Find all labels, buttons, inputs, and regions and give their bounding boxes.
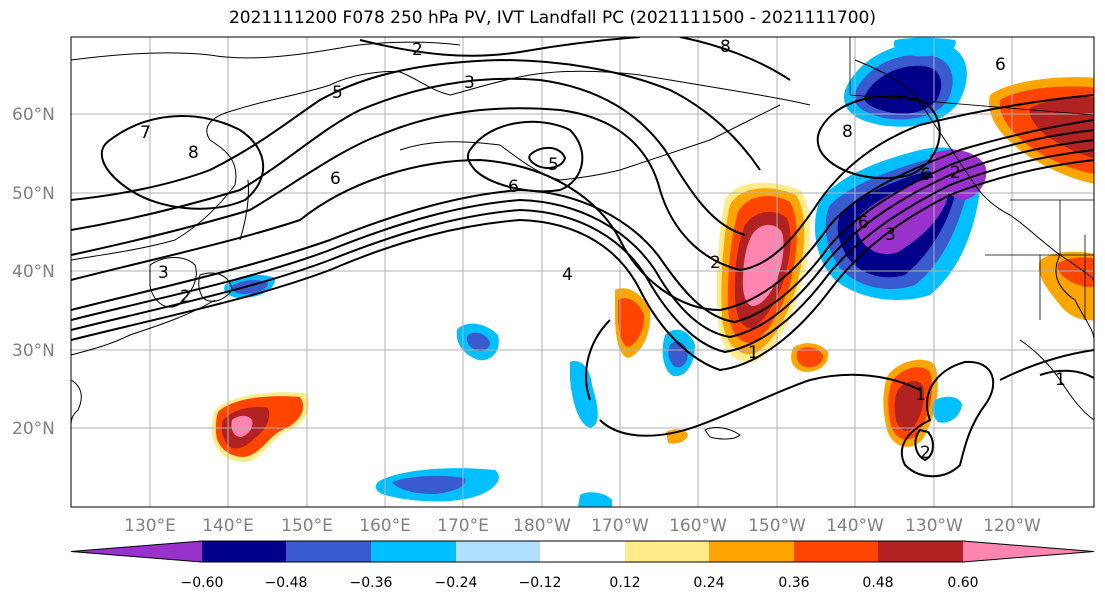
contour-label: 4 — [562, 265, 573, 285]
contour-label: 6 — [995, 55, 1006, 75]
political-borders — [849, 37, 1094, 320]
contour-labels: 2 5 3 7 8 8 6 5 6 4 3 2 8 6 3 6 1 2 1 1 … — [140, 37, 1066, 463]
lon-tick-label: 120°W — [983, 516, 1041, 536]
lon-tick-label: 140°E — [202, 516, 254, 536]
contour-label: 5 — [332, 83, 343, 103]
contour-label: 2 — [710, 253, 721, 273]
colorbar-segment — [286, 541, 371, 562]
map-title: 2021111200 F078 250 hPa PV, IVT Landfall… — [228, 8, 876, 28]
contour-label: 6 — [330, 169, 341, 189]
colorbar-tick-label: 0.24 — [693, 575, 724, 591]
map-frame — [70, 36, 1095, 508]
colorbar-tick-label: −0.48 — [265, 575, 308, 591]
colorbar-tick-label: 0.48 — [862, 575, 893, 591]
contour-label: 6 — [920, 165, 931, 185]
contour-label: 1 — [1055, 370, 1066, 390]
pv-contours — [71, 37, 1094, 478]
colorbar-outline — [70, 540, 1095, 563]
colorbar-segment — [794, 541, 878, 562]
colorbar-tick-label: 0.12 — [609, 575, 640, 591]
colorbar-segment — [963, 541, 1094, 562]
lon-tick-label: 160°W — [669, 516, 727, 536]
colorbar-tick-label: 0.36 — [778, 575, 809, 591]
colorbar-segment — [878, 541, 963, 562]
colorbar — [70, 540, 1095, 563]
contour-label: 2 — [412, 40, 423, 60]
contour-label: 2 — [920, 443, 931, 463]
lat-tick-label: 40°N — [12, 262, 55, 282]
lat-tick-label: 50°N — [12, 184, 55, 204]
contour-label: 8 — [842, 122, 853, 142]
lon-tick-label: 130°E — [124, 516, 176, 536]
contour-label: 6 — [858, 213, 869, 233]
colorbar-tick-labels: −0.60 −0.48 −0.36 −0.24 −0.12 0.12 0.24 … — [181, 575, 979, 591]
contour-label: 8 — [720, 37, 731, 57]
ivt-anomaly-shading — [212, 37, 1094, 507]
colorbar-tick-label: −0.36 — [350, 575, 393, 591]
contour-label: 3 — [885, 225, 896, 245]
lon-tick-label: 130°W — [905, 516, 963, 536]
colorbar-segment — [540, 541, 625, 562]
colorbar-tick-label: 0.60 — [947, 575, 978, 591]
lat-tick-labels: 60°N 50°N 40°N 30°N 20°N — [12, 105, 55, 439]
lon-tick-label: 160°E — [359, 516, 411, 536]
contour-label: 1 — [915, 385, 926, 405]
colorbar-tick-label: −0.12 — [519, 575, 562, 591]
colorbar-tick-label: −0.60 — [181, 575, 224, 591]
colorbar-segment — [456, 541, 540, 562]
lon-tick-label: 140°W — [826, 516, 884, 536]
contour-label: 8 — [188, 143, 199, 163]
lat-tick-label: 30°N — [12, 341, 55, 361]
lon-tick-labels: 130°E 140°E 150°E 160°E 170°E 180°W 170°… — [124, 516, 1041, 536]
colorbar-segment — [371, 541, 456, 562]
colorbar-segment — [709, 541, 794, 562]
contour-label: 2 — [950, 163, 961, 183]
contour-label: 3 — [158, 263, 169, 283]
lon-tick-label: 150°W — [748, 516, 806, 536]
contour-label: 1 — [748, 343, 759, 363]
lon-tick-label: 170°W — [591, 516, 649, 536]
contour-label: 3 — [464, 73, 475, 93]
colorbar-tick-label: −0.24 — [435, 575, 478, 591]
contour-label: 2 — [180, 287, 191, 307]
colorbar-segment — [202, 541, 286, 562]
lon-tick-label: 180°W — [513, 516, 571, 536]
lat-tick-label: 20°N — [12, 419, 55, 439]
contour-label: 5 — [548, 155, 559, 175]
contour-label: 7 — [140, 123, 151, 143]
lat-tick-label: 60°N — [12, 105, 55, 125]
colorbar-segment — [625, 541, 709, 562]
lon-tick-label: 170°E — [437, 516, 489, 536]
colorbar-segment — [71, 541, 202, 562]
lon-tick-label: 150°E — [281, 516, 333, 536]
contour-label: 6 — [508, 177, 519, 197]
